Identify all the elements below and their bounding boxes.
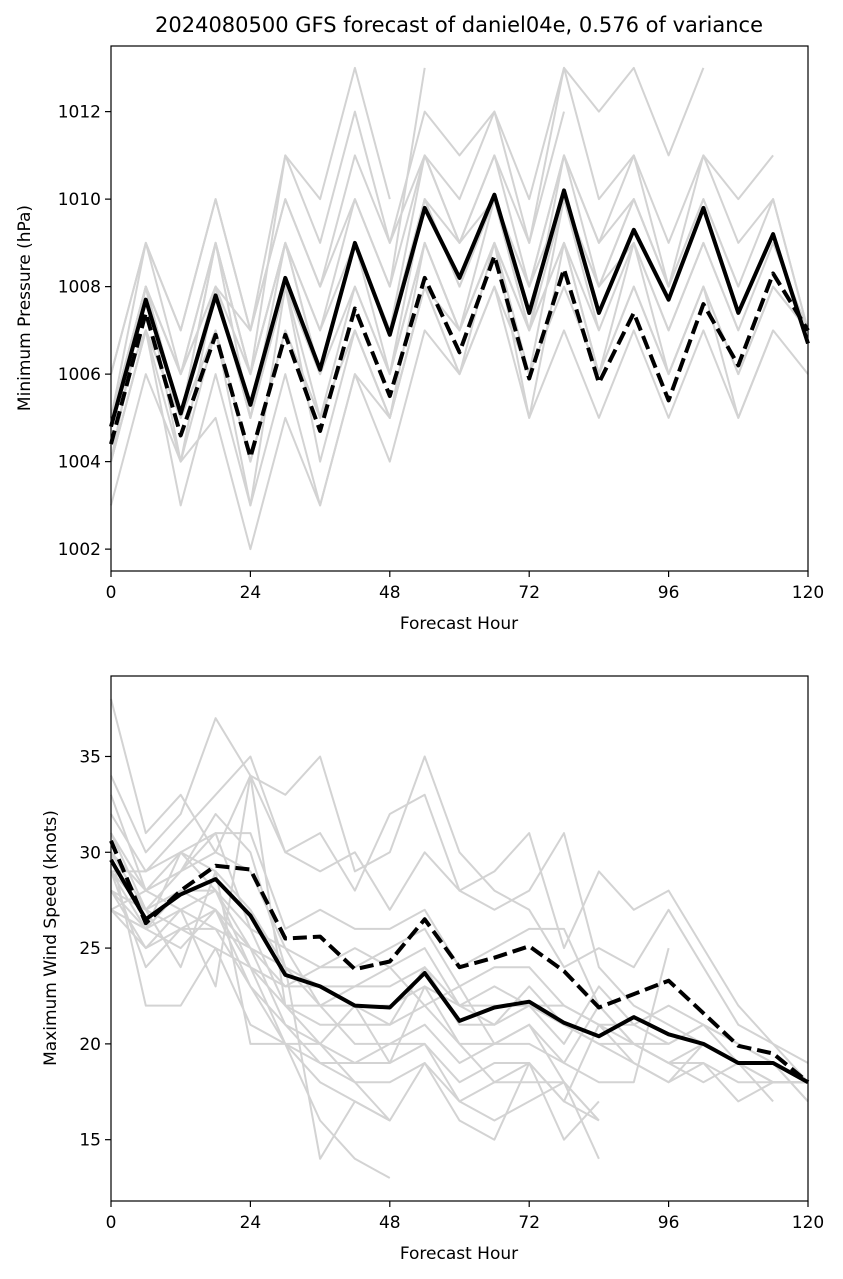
y-tick-label: 20 [79,1035,101,1055]
x-tick-label: 120 [792,583,824,603]
ensemble-member-line [110,66,705,419]
wind-chart: 0 24 48 72 96 120 15 20 25 30 35 Forecast Hour Ma… [41,675,824,1264]
ensemble-member-line [110,889,670,1084]
x-tick-label: 96 [658,583,680,603]
ensemble-member-line [110,832,391,1122]
ensemble-member-line [110,870,808,1103]
ensemble-member-line [110,908,600,1122]
y-tick-label: 1012 [58,103,101,123]
y-tick-label: 1008 [58,278,101,298]
y-tick-label: 15 [79,1131,101,1151]
dashed-summary-line [109,840,810,1084]
chart-title: 2024080500 GFS forecast of daniel04e, 0.… [155,13,763,37]
x-tick-label: 72 [518,1213,540,1233]
ensemble-member-line [110,794,391,1160]
y-axis-label: Minimum Pressure (hPa) [15,205,35,411]
summary-lines [109,188,810,460]
y-tick-label: 1002 [58,540,101,560]
ensemble-member-line [110,851,808,1084]
y-axis-ticks: 15 20 25 30 35 [79,747,111,1151]
solid-summary-line [109,188,810,428]
x-tick-label: 24 [240,1213,262,1233]
x-axis-ticks: 0 24 48 72 96 120 [106,1201,824,1233]
ensemble-member-line [110,908,600,1122]
ensemble-member-line [110,852,391,1179]
x-tick-label: 48 [379,583,401,603]
ensemble-member-line [110,755,809,1103]
x-tick-label: 0 [106,583,117,603]
x-tick-label: 24 [240,583,262,603]
x-tick-label: 120 [792,1213,824,1233]
ensemble-lines [110,698,809,1179]
plot-frame [110,45,809,572]
y-tick-label: 25 [79,939,101,959]
y-axis-label: Maximum Wind Speed (knots) [41,810,61,1066]
y-tick-label: 1004 [58,453,101,473]
x-axis-label: Forecast Hour [400,1244,518,1264]
pressure-chart: 2024080500 GFS forecast of daniel04e, 0.… [15,13,824,634]
y-tick-label: 35 [79,747,101,767]
ensemble-member-line [110,154,809,462]
y-tick-label: 1006 [58,365,101,385]
y-tick-label: 30 [79,843,101,863]
x-tick-label: 0 [106,1213,117,1233]
ensemble-member-line [110,285,775,507]
ensemble-member-line [110,774,774,1103]
x-axis-ticks: 0 24 48 72 96 120 [106,571,824,603]
solid-summary-line [109,858,809,1084]
ensemble-member-line [110,870,808,1084]
ensemble-member-line [110,717,809,1083]
y-tick-label: 1010 [58,190,101,210]
x-axis-label: Forecast Hour [400,614,518,634]
summary-lines [109,840,810,1084]
dashed-summary-line [109,254,810,460]
plot-frame [110,675,809,1202]
x-tick-label: 96 [658,1213,680,1233]
ensemble-member-line [110,67,426,375]
x-tick-label: 48 [379,1213,401,1233]
y-axis-ticks: 1002 1004 1006 1008 1010 1012 [58,103,111,560]
ensemble-lines [110,66,809,551]
x-tick-label: 72 [518,583,540,603]
